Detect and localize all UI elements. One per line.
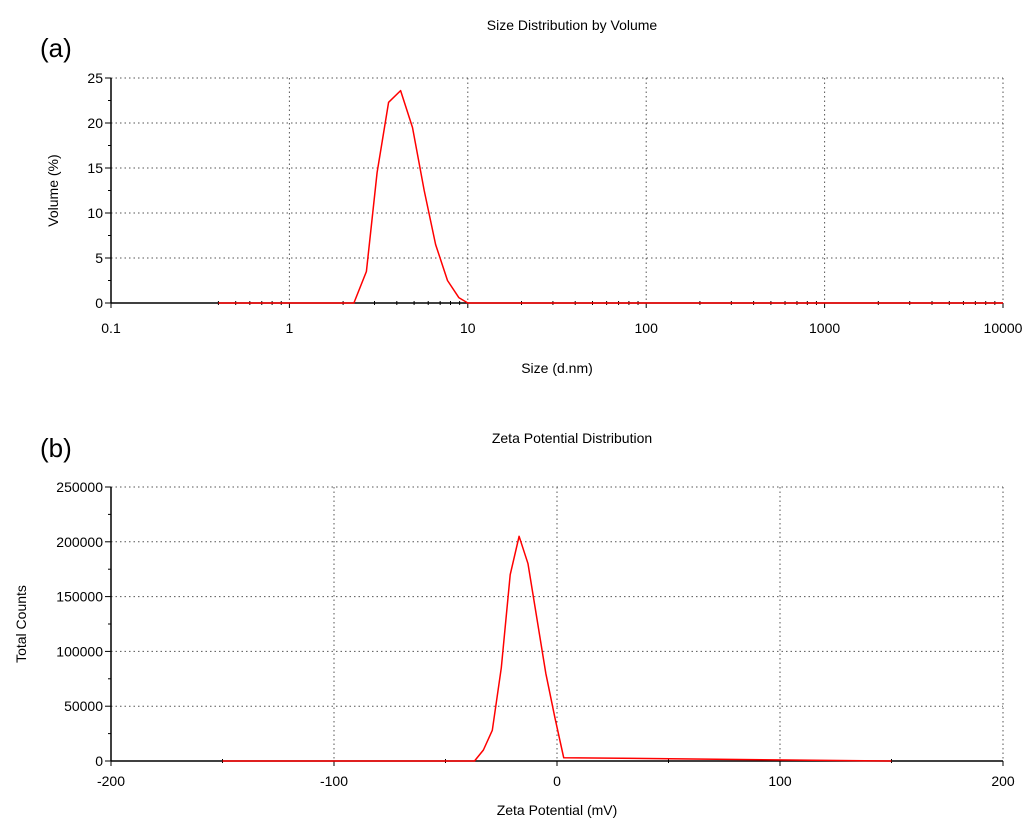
chart2-panel-label: (b) bbox=[40, 433, 72, 463]
chart2-y-axis-label: Total Counts bbox=[13, 585, 29, 663]
chart2-x-tick-label: 200 bbox=[991, 773, 1015, 789]
chart2-x-tick-label: 0 bbox=[553, 773, 561, 789]
chart1-y-tick-label: 25 bbox=[87, 70, 103, 86]
chart1-y-tick-label: 20 bbox=[87, 115, 103, 131]
chart1-y-tick-label: 5 bbox=[95, 250, 103, 266]
chart2-y-tick-label: 250000 bbox=[56, 479, 103, 495]
chart1-x-tick-label: 10000 bbox=[984, 320, 1023, 336]
chart2-title: Zeta Potential Distribution bbox=[492, 430, 652, 446]
chart1-y-tick-label: 10 bbox=[87, 205, 103, 221]
chart2-y-tick-label: 0 bbox=[95, 753, 103, 769]
chart2-x-tick-label: -100 bbox=[320, 773, 348, 789]
chart2-x-tick-label: -200 bbox=[97, 773, 125, 789]
chart2-x-tick-label: 100 bbox=[768, 773, 792, 789]
chart1-y-tick-label: 0 bbox=[95, 295, 103, 311]
chart1-x-tick-label: 1000 bbox=[809, 320, 840, 336]
chart1-title: Size Distribution by Volume bbox=[487, 17, 658, 33]
chart2-y-tick-label: 150000 bbox=[56, 589, 103, 605]
chart2-y-tick-label: 200000 bbox=[56, 534, 103, 550]
chart1-y-tick-label: 15 bbox=[87, 160, 103, 176]
chart2-y-tick-label: 100000 bbox=[56, 643, 103, 659]
chart1-x-tick-label: 100 bbox=[635, 320, 659, 336]
chart2-y-tick-label: 50000 bbox=[64, 698, 103, 714]
chart1-y-axis-label: Volume (%) bbox=[45, 154, 61, 226]
chart1-x-tick-label: 1 bbox=[286, 320, 294, 336]
chart1-x-axis-label: Size (d.nm) bbox=[521, 360, 593, 376]
chart2-x-axis-label: Zeta Potential (mV) bbox=[497, 802, 618, 818]
chart1-series-line bbox=[218, 89, 1003, 304]
chart2-series-line bbox=[222, 535, 892, 762]
chart1-panel-label: (a) bbox=[40, 33, 72, 63]
chart1-x-tick-label: 0.1 bbox=[101, 320, 121, 336]
chart1-x-tick-label: 10 bbox=[460, 320, 476, 336]
